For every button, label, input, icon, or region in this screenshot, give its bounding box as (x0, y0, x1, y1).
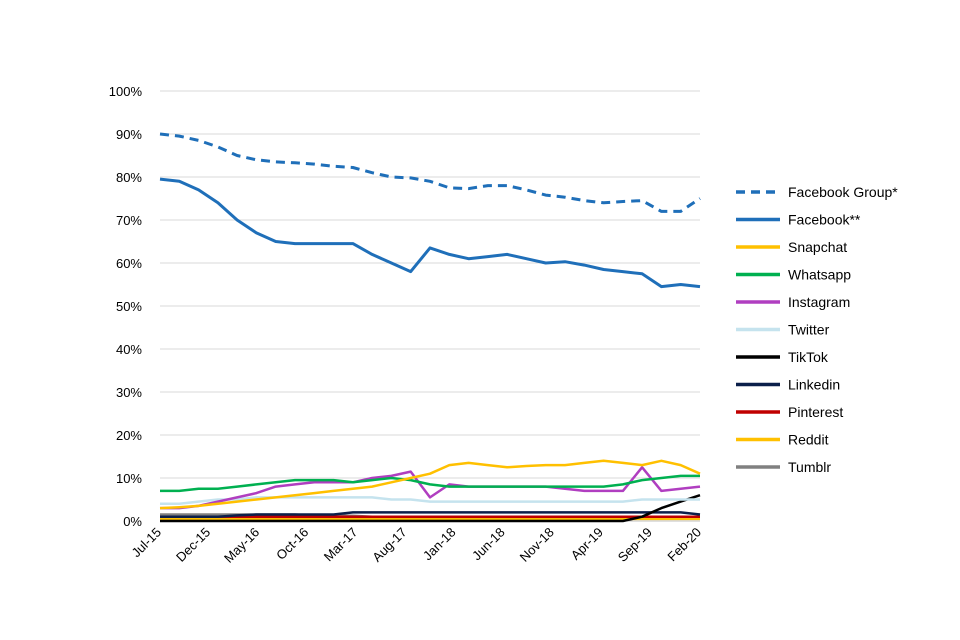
x-tick-label: Apr-19 (568, 525, 606, 563)
series-line-facebook-group (159, 132, 701, 213)
legend-label: Instagram (788, 294, 850, 310)
y-tick-label: 30% (116, 385, 142, 400)
legend: Facebook Group* Facebook** Snapchat Whatsap… (736, 184, 898, 475)
series-line-linkedin (160, 511, 701, 518)
legend-item: Tumblr (736, 459, 831, 475)
legend-label: TikTok (788, 349, 829, 365)
x-tick-label: Aug-17 (369, 525, 409, 565)
y-tick-label: 80% (116, 170, 142, 185)
legend-label: Facebook** (788, 212, 861, 228)
x-tick-label: Nov-18 (517, 525, 557, 565)
y-tick-label: 0% (123, 514, 142, 529)
legend-label: Reddit (788, 432, 829, 448)
legend-label: Twitter (788, 322, 830, 338)
y-tick-label: 50% (116, 299, 142, 314)
y-axis-tick-labels: 0% 10% 20% 30% 40% 50% 60% 70% 80% 90% 100% (109, 84, 143, 529)
x-tick-label: Jan-18 (420, 525, 459, 564)
x-tick-label: May-16 (221, 525, 262, 566)
legend-item: Instagram (736, 294, 850, 310)
x-tick-label: Jun-18 (469, 525, 508, 564)
legend-item: Facebook** (736, 212, 861, 228)
legend-item: TikTok (736, 349, 829, 365)
legend-label: Whatsapp (788, 267, 851, 283)
y-tick-label: 40% (116, 342, 142, 357)
y-tick-label: 10% (116, 471, 142, 486)
x-tick-label: Feb-20 (664, 525, 704, 565)
series-line-tiktok (160, 494, 701, 523)
x-tick-label: Mar-17 (321, 525, 361, 565)
y-tick-label: 60% (116, 256, 142, 271)
y-tick-label: 90% (116, 127, 142, 142)
legend-label: Tumblr (788, 459, 831, 475)
x-tick-label: Oct-16 (273, 525, 311, 563)
legend-item: Reddit (736, 432, 829, 448)
series-line-instagram (160, 466, 701, 510)
y-tick-label: 100% (109, 84, 143, 99)
series-line-twitter (160, 496, 700, 506)
legend-label: Linkedin (788, 377, 840, 393)
legend-label: Pinterest (788, 404, 843, 420)
series-line-whatsapp (160, 474, 700, 493)
legend-item: Pinterest (736, 404, 843, 420)
legend-item: Twitter (736, 322, 830, 338)
x-tick-label: Jul-15 (128, 525, 164, 561)
x-tick-label: Sep-19 (615, 525, 655, 565)
x-tick-label: Dec-15 (173, 525, 213, 565)
legend-item: Snapchat (736, 239, 847, 255)
series-line-snapchat (159, 459, 701, 510)
legend-item: Facebook Group* (736, 184, 898, 200)
legend-label: Facebook Group* (788, 184, 898, 200)
data-series (159, 132, 701, 523)
legend-label: Snapchat (788, 239, 847, 255)
x-axis: Jul-15 Dec-15 May-16 Oct-16 Mar-17 Aug-17 Jan-… (128, 520, 704, 566)
series-line-facebook (159, 177, 701, 289)
y-tick-label: 20% (116, 428, 142, 443)
gridlines (160, 90, 700, 522)
y-tick-label: 70% (116, 213, 142, 228)
legend-item: Linkedin (736, 377, 840, 393)
legend-item: Whatsapp (736, 267, 851, 283)
